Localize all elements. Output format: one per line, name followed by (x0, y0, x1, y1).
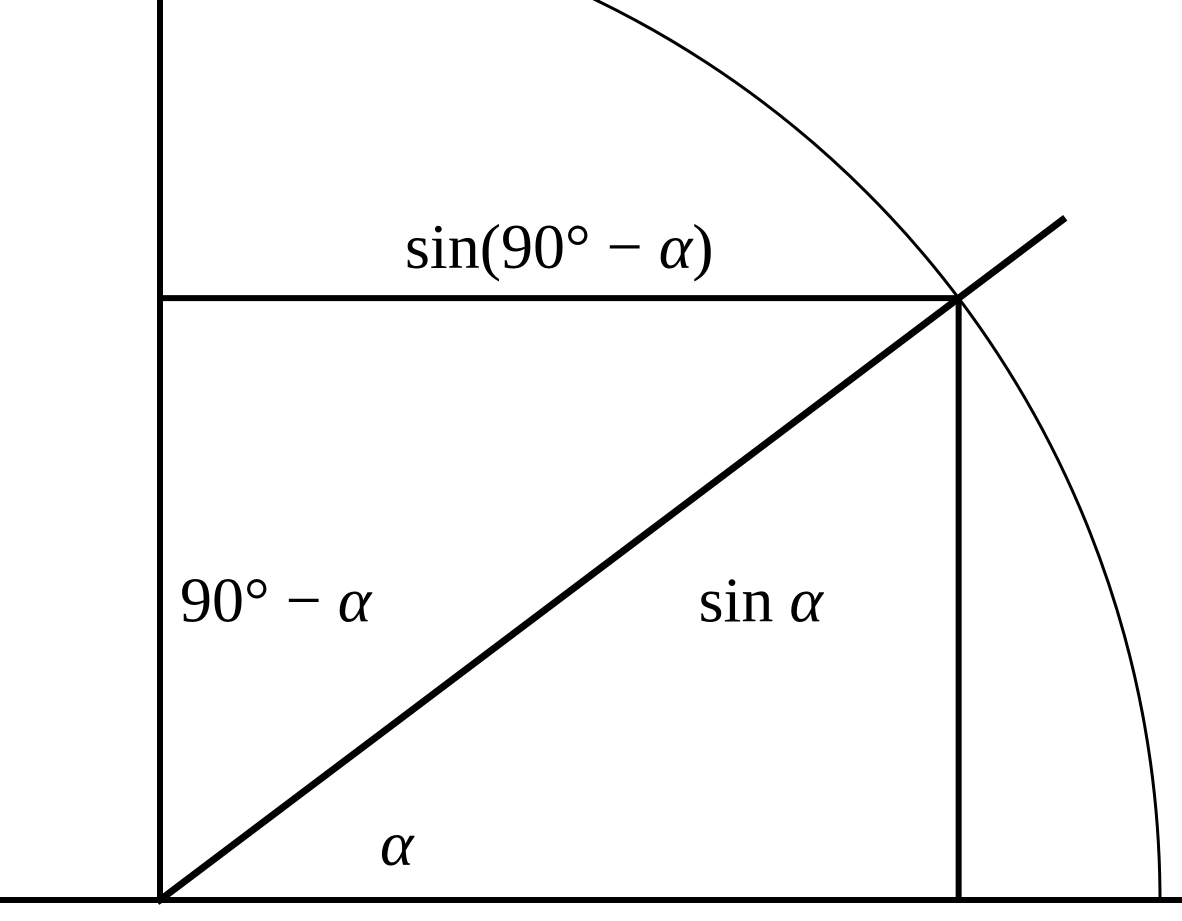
label-sin-complement: sin(90° − α) (405, 211, 714, 282)
label-complement-angle: 90° − α (180, 564, 373, 635)
unit-circle-arc (160, 0, 1160, 900)
label-alpha: α (380, 808, 415, 879)
radius-line (160, 220, 1062, 900)
label-sin-alpha: sin α (699, 564, 825, 635)
